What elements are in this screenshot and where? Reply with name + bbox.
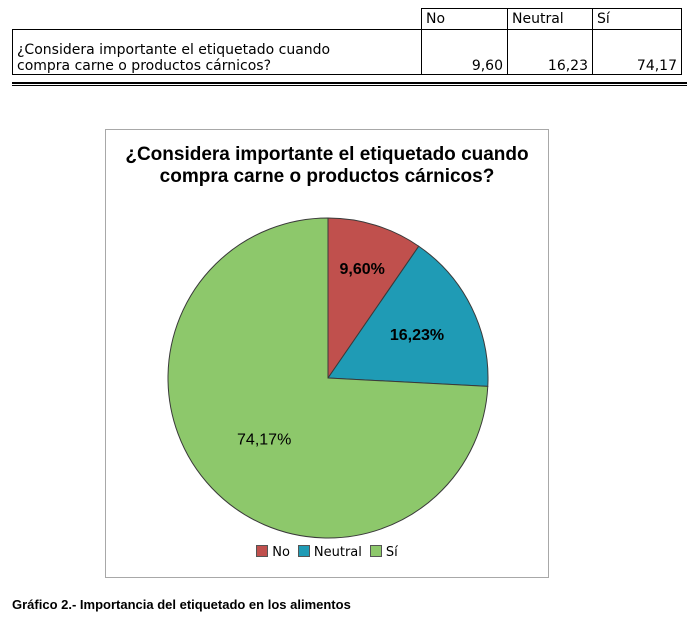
legend-label-si: Sí (385, 545, 398, 560)
table-header-si: Sí (592, 8, 682, 30)
table-value-neutral: 16,23 (507, 29, 593, 75)
legend-item-no: No (256, 545, 290, 560)
legend-swatch-no (256, 545, 269, 557)
table-row: ¿Considera importante el etiquetado cuan… (12, 29, 682, 75)
table-bottom-rule (12, 82, 687, 84)
legend-item-neutral: Neutral (297, 545, 362, 560)
table-question-line-1: ¿Considera importante el etiquetado cuan… (17, 42, 331, 58)
table-header-neutral: Neutral (507, 8, 593, 30)
pie-data-label-no: 9,60% (340, 261, 385, 278)
table-header-row: No Neutral Sí (12, 8, 682, 30)
figure-caption: Gráfico 2.- Importancia del etiquetado e… (12, 597, 351, 612)
table-value-no: 9,60 (421, 29, 508, 75)
table-question-line-2: compra carne o productos cárnicos? (17, 58, 272, 74)
legend-label-neutral: Neutral (313, 545, 362, 560)
pie-plot-area: 9,60% 16,23% 74,17% (167, 217, 489, 539)
chart-legend: No Neutral Sí (106, 545, 548, 560)
table-value-si: 74,17 (592, 29, 682, 75)
chart-title-line-2: compra carne o productos cárnicos? (159, 166, 495, 187)
pie-chart: ¿Considera importante el etiquetado cuan… (105, 129, 549, 578)
legend-swatch-neutral (297, 545, 310, 557)
pie-slice-si (167, 217, 489, 539)
legend-item-si: Sí (369, 545, 398, 560)
pie-data-label-neutral: 16,23% (390, 327, 444, 344)
pie-data-label-si: 74,17% (237, 432, 291, 449)
data-table: No Neutral Sí ¿Considera importante el e… (12, 8, 682, 75)
table-blank-cell (12, 8, 422, 30)
table-bottom-rule-thin (12, 85, 687, 86)
chart-title: ¿Considera importante el etiquetado cuan… (106, 144, 548, 188)
table-question-cell: ¿Considera importante el etiquetado cuan… (12, 29, 422, 75)
pie-slice-neutral (327, 245, 489, 387)
legend-swatch-si (369, 545, 382, 557)
legend-label-no: No (272, 545, 290, 560)
chart-title-line-1: ¿Considera importante el etiquetado cuan… (125, 144, 529, 165)
pie-slice-no (327, 217, 420, 380)
table-header-no: No (421, 8, 508, 30)
